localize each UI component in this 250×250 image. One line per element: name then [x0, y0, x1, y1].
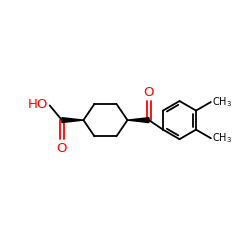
Text: O: O — [57, 142, 67, 154]
Text: O: O — [144, 86, 154, 99]
Text: HO: HO — [28, 98, 48, 112]
Text: CH$_3$: CH$_3$ — [212, 131, 232, 145]
Polygon shape — [62, 118, 84, 122]
Polygon shape — [128, 118, 149, 122]
Text: CH$_3$: CH$_3$ — [212, 95, 232, 109]
